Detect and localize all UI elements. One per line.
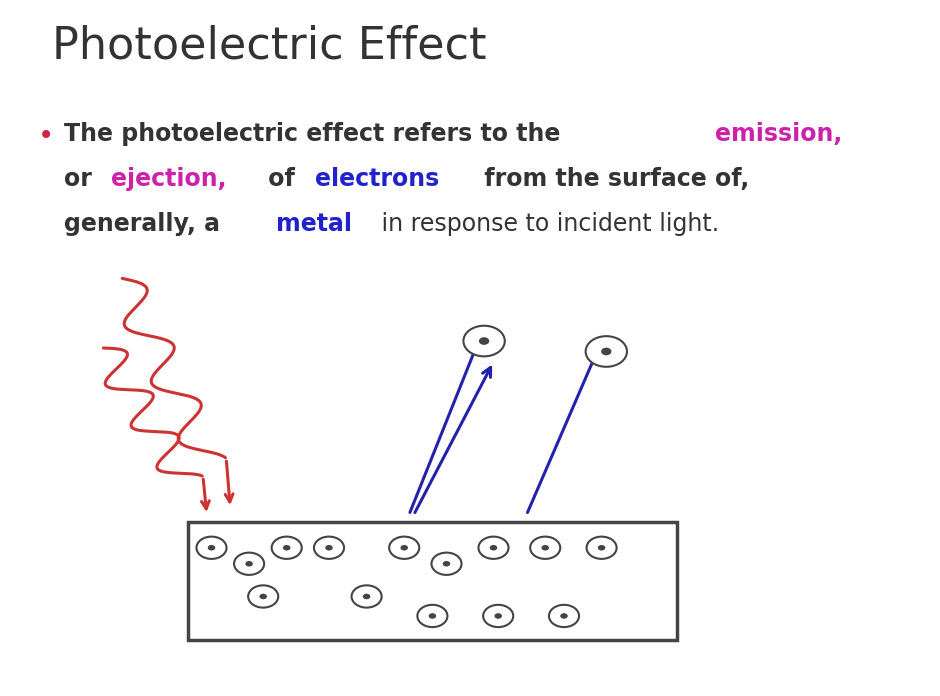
- Circle shape: [483, 605, 513, 627]
- Circle shape: [602, 348, 612, 355]
- Text: ejection,: ejection,: [111, 167, 226, 191]
- Circle shape: [530, 537, 560, 559]
- Circle shape: [431, 553, 462, 575]
- Circle shape: [587, 537, 617, 559]
- Circle shape: [586, 336, 627, 367]
- Text: or: or: [64, 167, 100, 191]
- Circle shape: [314, 537, 344, 559]
- Circle shape: [272, 537, 302, 559]
- Circle shape: [417, 605, 447, 627]
- Circle shape: [283, 545, 290, 551]
- Text: generally, a: generally, a: [64, 212, 228, 236]
- Text: •: •: [38, 122, 54, 150]
- Text: in response to incident light.: in response to incident light.: [374, 212, 719, 236]
- Circle shape: [196, 537, 227, 559]
- Circle shape: [560, 613, 568, 619]
- Circle shape: [478, 537, 509, 559]
- Circle shape: [479, 338, 490, 345]
- Circle shape: [363, 594, 370, 599]
- Text: emission,: emission,: [715, 122, 842, 145]
- Circle shape: [248, 585, 278, 608]
- Circle shape: [245, 561, 253, 567]
- Circle shape: [549, 605, 579, 627]
- Circle shape: [208, 545, 215, 551]
- Circle shape: [352, 585, 382, 608]
- Bar: [188, 522, 677, 640]
- Text: metal: metal: [275, 212, 352, 236]
- Circle shape: [234, 553, 264, 575]
- Circle shape: [429, 613, 436, 619]
- Circle shape: [400, 545, 408, 551]
- Circle shape: [541, 545, 549, 551]
- Circle shape: [325, 545, 333, 551]
- Circle shape: [389, 537, 419, 559]
- Text: from the surface of,: from the surface of,: [476, 167, 749, 191]
- Text: Photoelectric Effect: Photoelectric Effect: [52, 24, 486, 68]
- Text: The photoelectric effect refers to the: The photoelectric effect refers to the: [64, 122, 569, 145]
- Text: electrons: electrons: [315, 167, 440, 191]
- Circle shape: [494, 613, 502, 619]
- Text: of: of: [259, 167, 303, 191]
- Circle shape: [259, 594, 267, 599]
- Circle shape: [443, 561, 450, 567]
- Circle shape: [490, 545, 497, 551]
- Circle shape: [598, 545, 605, 551]
- Circle shape: [463, 326, 505, 356]
